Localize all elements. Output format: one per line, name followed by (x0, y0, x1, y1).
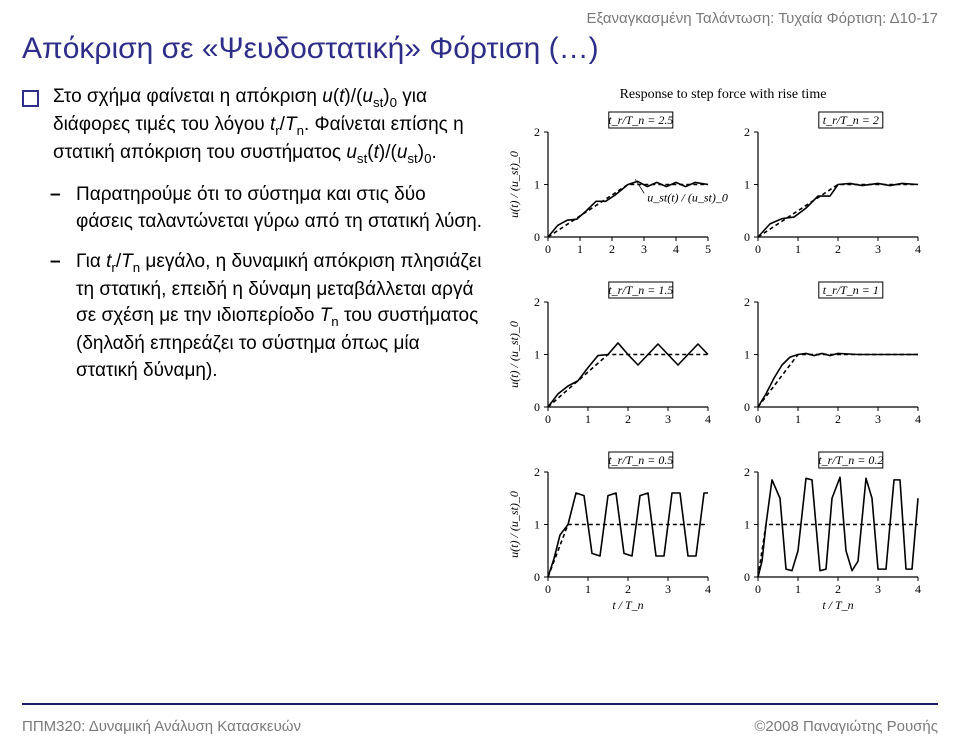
svg-text:2: 2 (744, 295, 750, 309)
svg-text:2: 2 (534, 295, 540, 309)
svg-text:3: 3 (641, 242, 647, 256)
svg-text:1: 1 (795, 242, 801, 256)
svg-text:2: 2 (835, 242, 841, 256)
svg-text:0: 0 (545, 582, 551, 596)
svg-text:4: 4 (915, 242, 921, 256)
sub-bullet-2: – Για tr/Tn μεγάλο, η δυναμική απόκριση … (22, 249, 482, 384)
svg-text:u(t) / (u_st)_0: u(t) / (u_st)_0 (508, 491, 521, 558)
svg-text:2: 2 (625, 412, 631, 426)
svg-text:t_r/T_n = 2.5: t_r/T_n = 2.5 (608, 113, 673, 127)
svg-text:0: 0 (744, 230, 750, 244)
bullet-1-text: Στο σχήμα φαίνεται η απόκριση u(t)/(ust)… (53, 84, 482, 168)
svg-text:4: 4 (915, 582, 921, 596)
svg-text:2: 2 (744, 465, 750, 479)
svg-text:0: 0 (534, 400, 540, 414)
svg-text:2: 2 (534, 465, 540, 479)
svg-text:0: 0 (545, 412, 551, 426)
svg-text:Response to step force with ri: Response to step force with rise time (620, 87, 827, 102)
svg-text:4: 4 (673, 242, 679, 256)
svg-text:t / T_n: t / T_n (822, 598, 853, 612)
footer-left: ΠΠΜ320: Δυναμική Ανάλυση Κατασκευών (22, 718, 301, 735)
svg-text:0: 0 (755, 582, 761, 596)
svg-text:2: 2 (744, 125, 750, 139)
svg-text:2: 2 (625, 582, 631, 596)
svg-text:1: 1 (795, 582, 801, 596)
svg-text:1: 1 (534, 178, 540, 192)
svg-text:1: 1 (744, 348, 750, 362)
svg-text:1: 1 (795, 412, 801, 426)
page-title: Απόκριση σε «Ψευδοστατική» Φόρτιση (…) (22, 32, 599, 66)
svg-text:4: 4 (705, 582, 711, 596)
body-text: Στο σχήμα φαίνεται η απόκριση u(t)/(ust)… (22, 84, 482, 384)
svg-text:0: 0 (545, 242, 551, 256)
svg-text:0: 0 (744, 400, 750, 414)
svg-text:1: 1 (744, 178, 750, 192)
footer-right: ©2008 Παναγιώτης Ρουσής (754, 718, 938, 735)
svg-text:u(t) / (u_st)_0: u(t) / (u_st)_0 (508, 321, 521, 388)
sub-bullet-2-text: Για tr/Tn μεγάλο, η δυναμική απόκριση πλ… (76, 249, 482, 384)
svg-text:3: 3 (665, 412, 671, 426)
header-right: Εξαναγκασμένη Ταλάντωση: Τυχαία Φόρτιση:… (587, 10, 938, 27)
sub-bullet-1-text: Παρατηρούμε ότι το σύστημα και στις δύο … (76, 182, 482, 234)
bullet-1: Στο σχήμα φαίνεται η απόκριση u(t)/(ust)… (22, 84, 482, 168)
svg-text:4: 4 (915, 412, 921, 426)
svg-text:4: 4 (705, 412, 711, 426)
dash-icon: – (50, 182, 68, 208)
svg-text:2: 2 (534, 125, 540, 139)
svg-text:2: 2 (835, 412, 841, 426)
svg-text:0: 0 (755, 242, 761, 256)
svg-text:0: 0 (755, 412, 761, 426)
dash-icon: – (50, 249, 68, 275)
sub-bullet-1: – Παρατηρούμε ότι το σύστημα και στις δύ… (22, 182, 482, 234)
bullet-square-icon (22, 90, 39, 107)
svg-text:3: 3 (665, 582, 671, 596)
svg-text:t_r/T_n = 1.5: t_r/T_n = 1.5 (608, 283, 673, 297)
svg-text:0: 0 (534, 230, 540, 244)
svg-text:t / T_n: t / T_n (612, 598, 643, 612)
svg-text:3: 3 (875, 582, 881, 596)
svg-text:t_r/T_n = 2: t_r/T_n = 2 (823, 113, 879, 127)
svg-text:1: 1 (585, 412, 591, 426)
svg-text:2: 2 (835, 582, 841, 596)
svg-text:3: 3 (875, 242, 881, 256)
footer-divider (22, 703, 938, 705)
svg-text:t_r/T_n = 1: t_r/T_n = 1 (823, 283, 879, 297)
svg-text:1: 1 (744, 518, 750, 532)
svg-text:1: 1 (534, 348, 540, 362)
svg-text:2: 2 (609, 242, 615, 256)
svg-text:1: 1 (585, 582, 591, 596)
svg-text:u(t) / (u_st)_0: u(t) / (u_st)_0 (508, 151, 521, 218)
svg-text:0: 0 (744, 570, 750, 584)
figure-panels: Response to step force with rise time t_r… (508, 84, 938, 644)
svg-text:u_st(t) / (u_st)_0: u_st(t) / (u_st)_0 (647, 190, 728, 204)
svg-text:1: 1 (534, 518, 540, 532)
svg-text:t_r/T_n = 0.5: t_r/T_n = 0.5 (608, 453, 673, 467)
svg-text:0: 0 (534, 570, 540, 584)
svg-text:1: 1 (577, 242, 583, 256)
svg-text:5: 5 (705, 242, 711, 256)
svg-text:t_r/T_n = 0.2: t_r/T_n = 0.2 (818, 453, 883, 467)
svg-text:3: 3 (875, 412, 881, 426)
